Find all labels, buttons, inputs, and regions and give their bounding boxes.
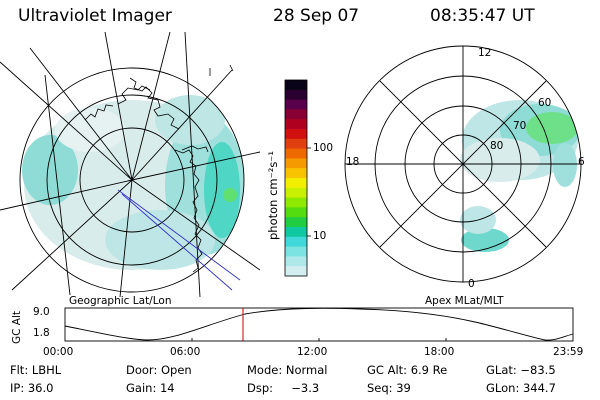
colorbar-band: [285, 158, 307, 169]
colorbar-tick-100: 100: [313, 142, 334, 154]
mlat-label-70: 70: [513, 120, 527, 132]
altitude-xtick-0000: 00:00: [43, 346, 74, 358]
right-panel-caption: Apex MLat/MLT: [425, 295, 504, 307]
auroral-emission-left: [20, 68, 244, 292]
coastline-outlines: [84, 64, 234, 273]
magnetic-polar-plot: [344, 45, 582, 283]
colorbar-band: [285, 119, 307, 130]
colorbar-band: [285, 217, 307, 228]
status-seq: Seq: 39: [367, 381, 411, 395]
colorbar-band: [285, 80, 307, 91]
mlat-label-80: 80: [490, 140, 504, 152]
altitude-ytick-max: 9.0: [33, 306, 50, 318]
status-glon: GLon: 344.7: [486, 381, 556, 395]
mlt-label-18: 18: [346, 156, 360, 168]
status-dsp: Dsp: −3.3: [247, 381, 320, 395]
status-flt: Flt: LBHL: [10, 363, 62, 377]
mlat-label-60: 60: [538, 97, 552, 109]
status-glat: GLat: −83.5: [486, 363, 556, 377]
colorbar-band: [285, 236, 307, 248]
altitude-plot: [64, 307, 574, 342]
altitude-xtick-1800: 18:00: [424, 346, 455, 358]
colorbar-tick-10: 10: [313, 230, 327, 242]
mlt-label-0: 0: [468, 278, 475, 290]
mlt-label-6: 6: [578, 156, 585, 168]
colorbar-band: [285, 168, 307, 179]
altitude-xtick-2359: 23:59: [553, 346, 584, 358]
colorbar-unit-label: photon cm⁻²s⁻¹: [266, 151, 280, 240]
colorbar-band: [285, 266, 307, 277]
colorbar-band: [285, 178, 307, 189]
colorbar-band: [285, 227, 307, 238]
satellite-track: [117, 189, 241, 291]
colorbar-band: [285, 99, 307, 110]
status-door: Door: Open: [126, 363, 192, 377]
status-ip: IP: 36.0: [10, 381, 54, 395]
colorbar-band: [285, 246, 307, 257]
colorbar-band: [285, 197, 307, 208]
left-panel-caption: Geographic Lat/Lon: [69, 295, 172, 307]
geographic-map: [0, 32, 260, 297]
altitude-ytick-min: 1.8: [33, 327, 50, 339]
instrument-title: Ultraviolet Imager: [18, 6, 172, 26]
observation-date: 28 Sep 07: [273, 6, 360, 26]
colorbar-band: [285, 148, 307, 159]
colorbar-band: [285, 256, 307, 267]
colorbar-band: [285, 187, 307, 199]
altitude-xtick-1200: 12:00: [297, 346, 328, 358]
colorbar-band: [285, 109, 307, 120]
colorbar-band: [285, 129, 307, 140]
colorbar-band: [285, 89, 307, 101]
altitude-xtick-0600: 06:00: [170, 346, 201, 358]
mlt-label-12: 12: [478, 47, 492, 59]
colorbar-band: [285, 207, 307, 218]
colorbar-band: [285, 138, 307, 150]
altitude-ylabel: GC Alt: [11, 310, 23, 344]
status-gain: Gain: 14: [126, 381, 175, 395]
status-gc-alt: GC Alt: 6.9 Re: [367, 363, 448, 377]
altitude-curve: [64, 307, 574, 341]
status-mode: Mode: Normal: [247, 363, 328, 377]
colorbar: [284, 79, 311, 277]
auroral-emission-right: [460, 100, 580, 252]
observation-time: 08:35:47 UT: [430, 6, 535, 26]
